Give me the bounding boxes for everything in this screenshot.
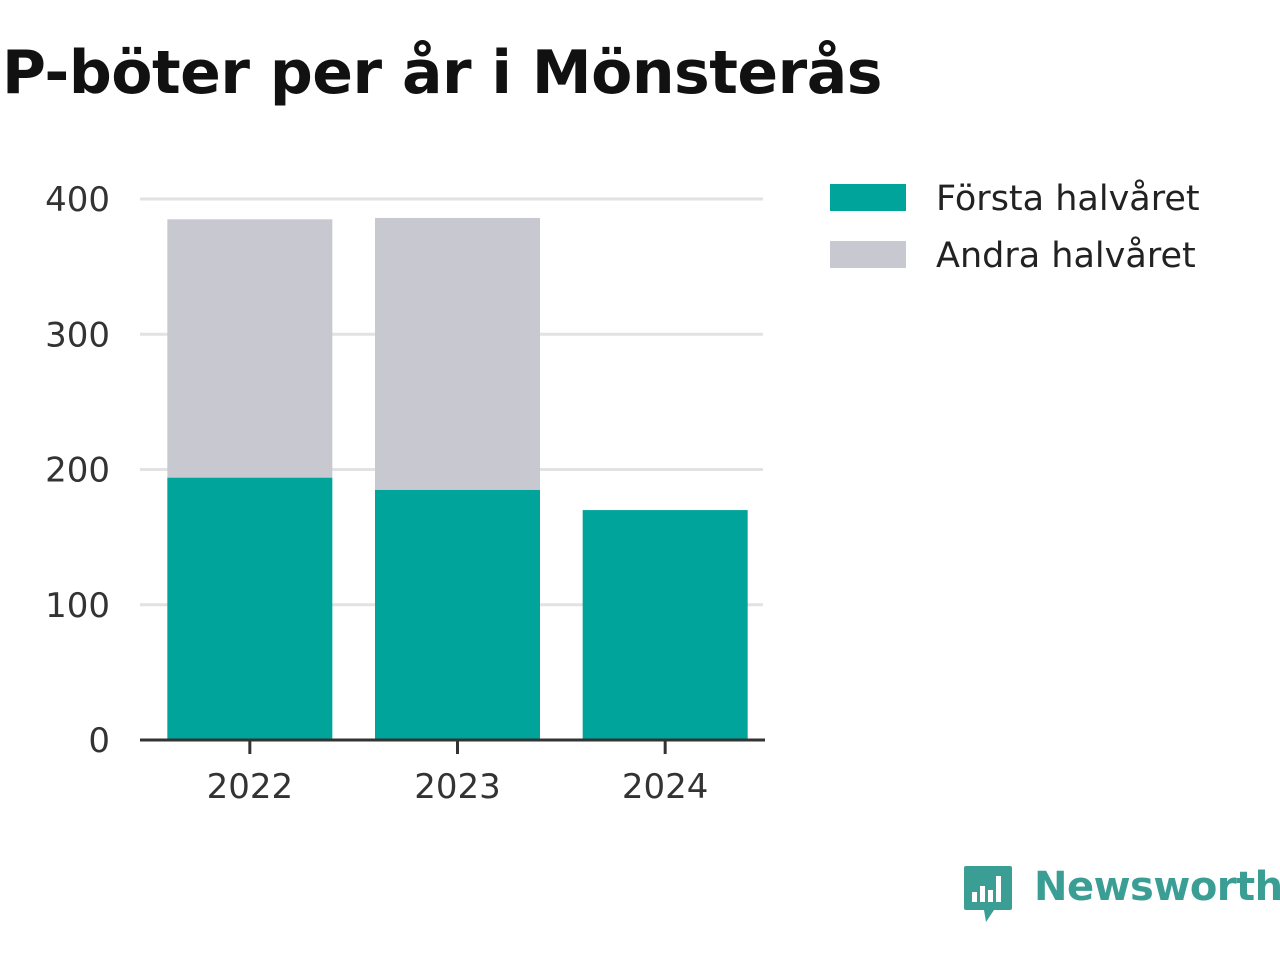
bar-segment [375, 489, 540, 740]
x-tick-label: 2023 [414, 767, 501, 807]
bar-segment [167, 219, 333, 478]
legend-label: Första halvåret [936, 178, 1200, 219]
bars [167, 217, 748, 740]
y-tick-label: 200 [45, 451, 110, 491]
x-tick-label: 2024 [622, 767, 709, 807]
brand-logo: Newsworthy [962, 862, 1280, 932]
legend-label: Andra halvåret [936, 235, 1196, 276]
y-axis-ticks: 0 100 200 300 400 [45, 180, 110, 761]
legend: Första halvåret Andra halvåret [830, 178, 1200, 276]
bar-segment [375, 217, 540, 490]
y-tick-label: 0 [88, 721, 110, 761]
legend-swatch [830, 241, 906, 268]
x-axis: 2022 2023 2024 [140, 738, 765, 807]
chart-bubble-icon [964, 866, 1012, 922]
y-tick-label: 300 [45, 315, 110, 355]
brand-name: Newsworthy [1034, 864, 1280, 910]
chart-title: P-böter per år i Mönsterås [2, 38, 882, 108]
y-tick-label: 400 [45, 180, 110, 220]
bar-segment [167, 477, 333, 740]
bar-segment [582, 510, 748, 740]
legend-swatch [830, 184, 906, 211]
y-tick-label: 100 [45, 586, 110, 626]
x-tick-label: 2022 [207, 767, 294, 807]
